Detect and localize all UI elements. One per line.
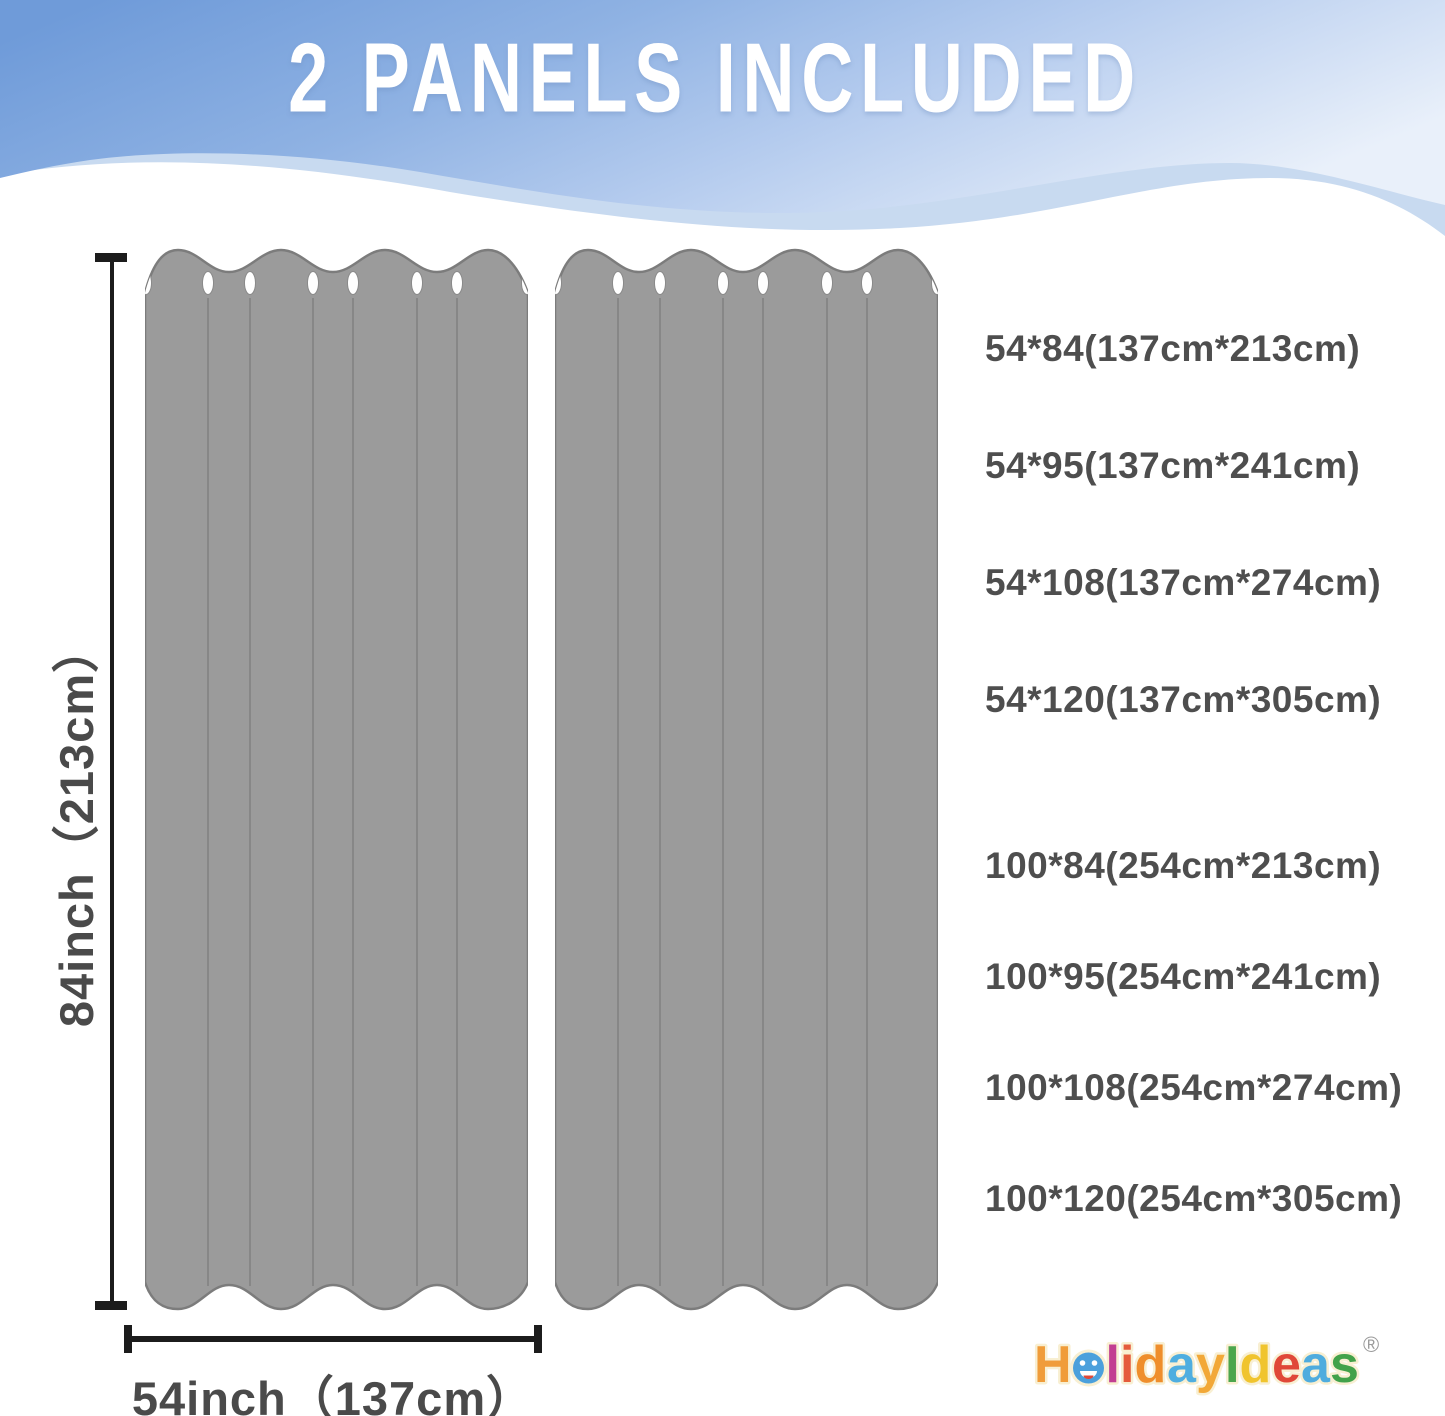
curtain-panel-right xyxy=(555,246,938,1314)
banner: 2 PANELS INCLUDED xyxy=(0,0,1445,252)
banner-title: 2 PANELS INCLUDED xyxy=(288,23,1142,134)
width-dimension-cap-left xyxy=(124,1325,132,1353)
width-dimension-line xyxy=(127,1336,539,1342)
logo-letter: d xyxy=(1240,1336,1272,1394)
size-list-group-1: 54*84(137cm*213cm) 54*95(137cm*241cm) 54*1… xyxy=(985,330,1381,718)
logo-letter: s xyxy=(1330,1336,1359,1394)
banner-blue-wave xyxy=(0,0,1445,214)
banner-background xyxy=(0,0,1445,236)
logo-letter: H xyxy=(1034,1336,1072,1394)
logo-letter: a xyxy=(1301,1336,1331,1394)
height-dimension-cap-top xyxy=(95,253,127,262)
size-option: 100*95(254cm*241cm) xyxy=(985,956,1382,997)
size-option: 54*108(137cm*274cm) xyxy=(985,562,1382,603)
height-dimension-cap-bottom xyxy=(95,1301,127,1310)
size-option: 100*84(254cm*213cm) xyxy=(985,845,1382,886)
size-option: 54*95(137cm*241cm) xyxy=(985,445,1361,486)
logo-letter: i xyxy=(1120,1336,1134,1394)
logo-letter: e xyxy=(1272,1336,1301,1394)
width-dimension-label: 54inch（137cm） xyxy=(131,1372,535,1416)
height-dimension-label: 84inch（213cm） xyxy=(50,624,103,1028)
registered-mark: ® xyxy=(1363,1332,1379,1357)
height-dimension-line xyxy=(110,256,114,1306)
logo-letter: a xyxy=(1167,1336,1197,1394)
size-list-group-2: 100*84(254cm*213cm) 100*95(254cm*241cm) 10… xyxy=(985,847,1402,1217)
logo-letter: y xyxy=(1196,1336,1225,1394)
logo-letter: d xyxy=(1135,1336,1167,1394)
size-option: 100*120(254cm*305cm) xyxy=(985,1178,1403,1219)
size-option: 100*108(254cm*274cm) xyxy=(985,1067,1403,1108)
curtain-panel-left xyxy=(145,246,528,1314)
size-option: 54*84(137cm*213cm) xyxy=(985,328,1361,369)
size-option: 54*120(137cm*305cm) xyxy=(985,679,1382,720)
logo-letter: I xyxy=(1225,1336,1239,1394)
logo-letter: l xyxy=(1106,1336,1120,1394)
width-dimension-cap-right xyxy=(534,1325,542,1353)
smiley-face-icon xyxy=(1070,1349,1107,1387)
